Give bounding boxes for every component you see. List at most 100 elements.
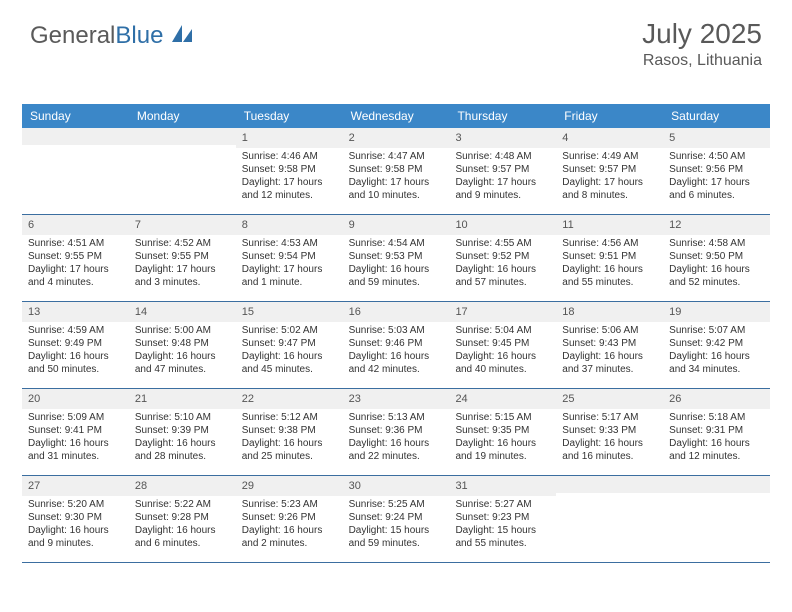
- weekday-label: Thursday: [449, 104, 556, 128]
- day-body: Sunrise: 5:03 AMSunset: 9:46 PMDaylight:…: [343, 322, 450, 382]
- daylight-text: Daylight: 16 hours and 37 minutes.: [562, 350, 657, 376]
- day-body: Sunrise: 5:20 AMSunset: 9:30 PMDaylight:…: [22, 496, 129, 556]
- calendar-day: 21Sunrise: 5:10 AMSunset: 9:39 PMDayligh…: [129, 389, 236, 475]
- header-right: July 2025 Rasos, Lithuania: [642, 18, 762, 70]
- calendar-day: 19 Sunrise: 5:07 AMSunset: 9:42 PMDayligh…: [663, 302, 770, 388]
- sunset-text: Sunset: 9:23 PM: [455, 511, 550, 524]
- logo-sail-icon: [172, 25, 194, 43]
- calendar-day: 3Sunrise: 4:48 AMSunset: 9:57 PMDaylight…: [449, 128, 556, 214]
- day-number: [663, 476, 770, 493]
- sunset-text: Sunset: 9:47 PM: [242, 337, 337, 350]
- calendar-day: 6Sunrise: 4:51 AMSunset: 9:55 PMDaylight…: [22, 215, 129, 301]
- day-number: 4: [556, 128, 663, 148]
- sunrise-text: Sunrise: 4:47 AM: [349, 150, 444, 163]
- sunrise-text: Sunrise: 5:20 AM: [28, 498, 123, 511]
- daylight-text: Daylight: 16 hours and 31 minutes.: [28, 437, 123, 463]
- sunset-text: Sunset: 9:50 PM: [669, 250, 764, 263]
- calendar-week: 13Sunrise: 4:59 AMSunset: 9:49 PMDayligh…: [22, 302, 770, 389]
- day-number: [129, 128, 236, 145]
- day-number: 16: [343, 302, 450, 322]
- day-body: Sunrise: 5:17 AMSunset: 9:33 PMDaylight:…: [556, 409, 663, 469]
- calendar-day: 31Sunrise: 5:27 AMSunset: 9:23 PMDayligh…: [449, 476, 556, 562]
- day-number: 26: [663, 389, 770, 409]
- daylight-text: Daylight: 16 hours and 6 minutes.: [135, 524, 230, 550]
- sunrise-text: Sunrise: 5:07 AM: [669, 324, 764, 337]
- calendar-day: 22Sunrise: 5:12 AMSunset: 9:38 PMDayligh…: [236, 389, 343, 475]
- day-number: 27: [22, 476, 129, 496]
- weekday-label: Monday: [129, 104, 236, 128]
- daylight-text: Daylight: 16 hours and 55 minutes.: [562, 263, 657, 289]
- day-body: Sunrise: 4:50 AMSunset: 9:56 PMDaylight:…: [663, 148, 770, 208]
- daylight-text: Daylight: 16 hours and 42 minutes.: [349, 350, 444, 376]
- sunset-text: Sunset: 9:53 PM: [349, 250, 444, 263]
- day-body: Sunrise: 5:18 AMSunset: 9:31 PMDaylight:…: [663, 409, 770, 469]
- daylight-text: Daylight: 17 hours and 12 minutes.: [242, 176, 337, 202]
- day-body: Sunrise: 5:10 AMSunset: 9:39 PMDaylight:…: [129, 409, 236, 469]
- sunrise-text: Sunrise: 5:27 AM: [455, 498, 550, 511]
- sunrise-text: Sunrise: 4:54 AM: [349, 237, 444, 250]
- day-number: 21: [129, 389, 236, 409]
- sunrise-text: Sunrise: 5:06 AM: [562, 324, 657, 337]
- sunset-text: Sunset: 9:45 PM: [455, 337, 550, 350]
- day-body: Sunrise: 4:51 AMSunset: 9:55 PMDaylight:…: [22, 235, 129, 295]
- weekday-label: Wednesday: [343, 104, 450, 128]
- calendar-day: 23Sunrise: 5:13 AMSunset: 9:36 PMDayligh…: [343, 389, 450, 475]
- calendar-day: 15Sunrise: 5:02 AMSunset: 9:47 PMDayligh…: [236, 302, 343, 388]
- day-number: 22: [236, 389, 343, 409]
- day-number: 13: [22, 302, 129, 322]
- day-body: Sunrise: 5:12 AMSunset: 9:38 PMDaylight:…: [236, 409, 343, 469]
- calendar-day: 18 Sunrise: 5:06 AMSunset: 9:43 PMDayligh…: [556, 302, 663, 388]
- sunrise-text: Sunrise: 5:13 AM: [349, 411, 444, 424]
- sunrise-text: Sunrise: 4:58 AM: [669, 237, 764, 250]
- day-body: Sunrise: 5:13 AMSunset: 9:36 PMDaylight:…: [343, 409, 450, 469]
- day-body: Sunrise: 5:27 AMSunset: 9:23 PMDaylight:…: [449, 496, 556, 556]
- weekday-header: Sunday Monday Tuesday Wednesday Thursday…: [22, 104, 770, 128]
- calendar-day: 28Sunrise: 5:22 AMSunset: 9:28 PMDayligh…: [129, 476, 236, 562]
- day-body: [22, 145, 129, 205]
- location: Rasos, Lithuania: [642, 52, 762, 70]
- calendar-day: 25Sunrise: 5:17 AMSunset: 9:33 PMDayligh…: [556, 389, 663, 475]
- sunrise-text: Sunrise: 4:46 AM: [242, 150, 337, 163]
- logo: GeneralBlue: [30, 22, 194, 50]
- sunset-text: Sunset: 9:42 PM: [669, 337, 764, 350]
- daylight-text: Daylight: 16 hours and 52 minutes.: [669, 263, 764, 289]
- calendar-day: 27Sunrise: 5:20 AMSunset: 9:30 PMDayligh…: [22, 476, 129, 562]
- sunrise-text: Sunrise: 5:02 AM: [242, 324, 337, 337]
- day-body: Sunrise: 5:15 AMSunset: 9:35 PMDaylight:…: [449, 409, 556, 469]
- sunset-text: Sunset: 9:43 PM: [562, 337, 657, 350]
- sunrise-text: Sunrise: 4:55 AM: [455, 237, 550, 250]
- day-number: 18: [556, 302, 663, 322]
- calendar-day: 13Sunrise: 4:59 AMSunset: 9:49 PMDayligh…: [22, 302, 129, 388]
- calendar-day: 10Sunrise: 4:55 AMSunset: 9:52 PMDayligh…: [449, 215, 556, 301]
- sunset-text: Sunset: 9:57 PM: [455, 163, 550, 176]
- sunrise-text: Sunrise: 5:04 AM: [455, 324, 550, 337]
- day-body: Sunrise: 4:56 AMSunset: 9:51 PMDaylight:…: [556, 235, 663, 295]
- logo-text-2: Blue: [115, 22, 163, 49]
- day-body: Sunrise: 5:22 AMSunset: 9:28 PMDaylight:…: [129, 496, 236, 556]
- day-number: 14: [129, 302, 236, 322]
- day-body: Sunrise: 5:09 AMSunset: 9:41 PMDaylight:…: [22, 409, 129, 469]
- day-body: Sunrise: 4:54 AMSunset: 9:53 PMDaylight:…: [343, 235, 450, 295]
- day-number: 3: [449, 128, 556, 148]
- sunrise-text: Sunrise: 5:09 AM: [28, 411, 123, 424]
- sunrise-text: Sunrise: 4:52 AM: [135, 237, 230, 250]
- day-body: [129, 145, 236, 205]
- weekday-label: Saturday: [663, 104, 770, 128]
- day-number: 5: [663, 128, 770, 148]
- day-number: 19: [663, 302, 770, 322]
- sunrise-text: Sunrise: 5:23 AM: [242, 498, 337, 511]
- daylight-text: Daylight: 16 hours and 34 minutes.: [669, 350, 764, 376]
- day-body: Sunrise: 4:55 AMSunset: 9:52 PMDaylight:…: [449, 235, 556, 295]
- sunrise-text: Sunrise: 4:51 AM: [28, 237, 123, 250]
- sunset-text: Sunset: 9:28 PM: [135, 511, 230, 524]
- day-body: Sunrise: 4:47 AMSunset: 9:58 PMDaylight:…: [343, 148, 450, 208]
- weeks-container: 1Sunrise: 4:46 AMSunset: 9:58 PMDaylight…: [22, 128, 770, 563]
- sunset-text: Sunset: 9:55 PM: [28, 250, 123, 263]
- day-body: Sunrise: 4:59 AMSunset: 9:49 PMDaylight:…: [22, 322, 129, 382]
- sunset-text: Sunset: 9:51 PM: [562, 250, 657, 263]
- weekday-label: Tuesday: [236, 104, 343, 128]
- calendar-day: 29Sunrise: 5:23 AMSunset: 9:26 PMDayligh…: [236, 476, 343, 562]
- day-body: Sunrise: 4:53 AMSunset: 9:54 PMDaylight:…: [236, 235, 343, 295]
- sunrise-text: Sunrise: 5:22 AM: [135, 498, 230, 511]
- day-number: 8: [236, 215, 343, 235]
